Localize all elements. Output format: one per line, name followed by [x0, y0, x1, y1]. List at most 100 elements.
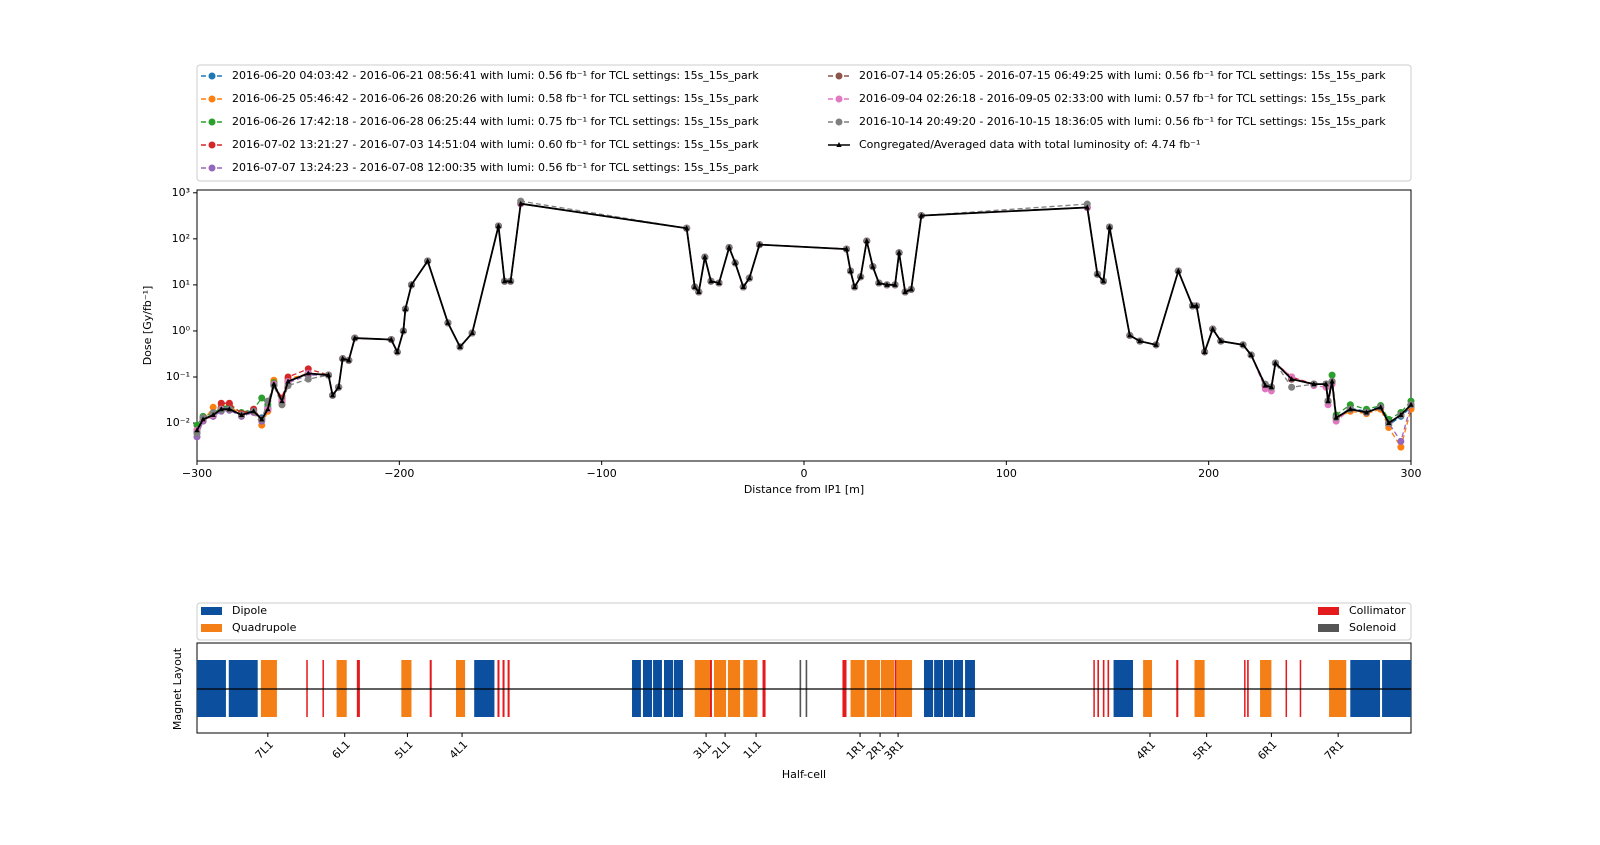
series [194, 200, 1414, 433]
point [400, 327, 406, 333]
point [1386, 420, 1392, 426]
point [756, 241, 763, 247]
legend-patch [1318, 624, 1339, 632]
point [884, 281, 890, 287]
x-axis-label: Half-cell [782, 768, 826, 781]
point [1328, 371, 1336, 379]
x-tick-label: −200 [384, 467, 414, 480]
legend-label: 2016-07-07 13:24:23 - 2016-07-08 12:00:3… [232, 161, 759, 174]
x-tick-label: 100 [996, 467, 1017, 480]
point [1311, 381, 1317, 387]
y-tick-label: 10¹ [172, 278, 190, 291]
point [864, 237, 870, 243]
point [708, 278, 714, 284]
legend-marker [208, 141, 216, 149]
point [1218, 338, 1224, 344]
point [325, 372, 332, 378]
legend-marker [208, 95, 216, 103]
legend-marker [208, 118, 216, 126]
x-tick-label: 0 [801, 467, 808, 480]
y-tick-label: 10³ [172, 186, 190, 199]
point [1378, 404, 1384, 410]
legend-marker [835, 95, 843, 103]
point [304, 375, 312, 383]
legend-label: Quadrupole [232, 621, 297, 634]
point [425, 258, 431, 264]
point [501, 278, 508, 284]
legend-marker [208, 164, 216, 172]
y-tick-label: 10² [172, 232, 190, 245]
x-tick-label: −100 [587, 467, 617, 480]
point [258, 394, 266, 402]
point [732, 259, 738, 265]
point [1289, 376, 1295, 382]
point [858, 273, 864, 279]
legend-marker [835, 118, 843, 126]
legend-label: Collimator [1349, 604, 1406, 617]
point [445, 319, 451, 325]
point [200, 416, 206, 422]
point [716, 279, 722, 285]
legend-box [196, 602, 1412, 641]
legend-patch [1318, 607, 1339, 615]
legend-label: 2016-10-14 20:49:20 - 2016-10-15 18:36:0… [859, 115, 1386, 128]
point [217, 399, 225, 407]
point [226, 406, 232, 412]
point [1100, 278, 1107, 284]
point [1268, 384, 1274, 390]
point [194, 427, 200, 433]
y-axis-label: Magnet Layout [171, 647, 184, 730]
point [1325, 398, 1331, 404]
point [394, 348, 400, 354]
legend-marker [836, 142, 842, 147]
legend-patch [201, 607, 222, 615]
point [1202, 348, 1208, 354]
legend-label: 2016-07-02 13:21:27 - 2016-07-03 14:51:0… [232, 138, 759, 151]
point [336, 384, 342, 390]
point [847, 268, 854, 274]
point [408, 281, 415, 287]
legend-marker [208, 72, 216, 80]
point [1153, 341, 1159, 347]
x-tick-label: −300 [182, 467, 212, 480]
x-tick-label: 300 [1401, 467, 1422, 480]
point [402, 305, 409, 311]
point [1363, 409, 1370, 415]
point [251, 408, 257, 414]
point [1397, 443, 1405, 451]
legend-label: 2016-06-25 05:46:42 - 2016-06-26 08:20:2… [232, 92, 759, 105]
point [1333, 414, 1339, 420]
point [684, 225, 690, 231]
point [238, 411, 245, 417]
point [508, 278, 514, 284]
y-tick-label: 10⁻¹ [166, 370, 190, 383]
point [265, 406, 271, 412]
point [518, 200, 524, 206]
point [1248, 352, 1254, 358]
point [1084, 204, 1090, 210]
point [469, 330, 475, 336]
legend-box [196, 64, 1412, 182]
point [843, 246, 850, 252]
y-tick-label: 10⁰ [172, 324, 191, 337]
point [329, 392, 336, 398]
point [908, 286, 914, 292]
point [1272, 360, 1279, 366]
legend-label: 2016-06-26 17:42:18 - 2016-06-28 06:25:4… [232, 115, 759, 128]
series-line [196, 202, 1412, 431]
point [225, 399, 233, 407]
point [388, 336, 394, 342]
point [218, 406, 224, 412]
point [1329, 378, 1335, 384]
point [870, 263, 876, 269]
point [896, 249, 902, 255]
point [1175, 268, 1181, 274]
point [1397, 437, 1405, 445]
y-tick-label: 10⁻² [166, 416, 190, 429]
point [1323, 381, 1329, 387]
point [271, 381, 277, 387]
point [702, 254, 708, 260]
point [305, 370, 311, 376]
point [1288, 383, 1296, 391]
